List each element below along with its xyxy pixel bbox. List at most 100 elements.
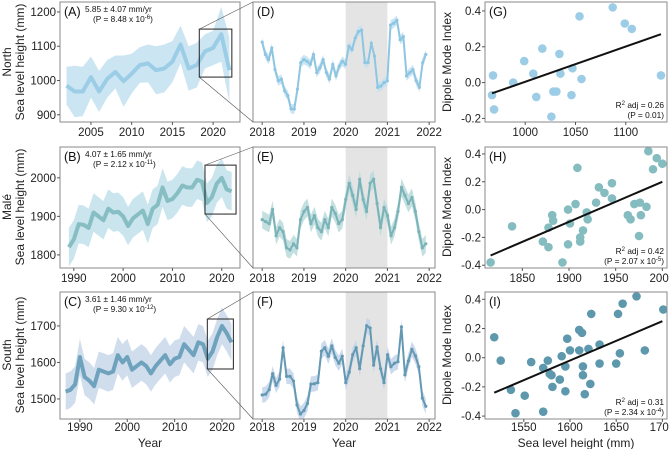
scatter-point xyxy=(620,19,630,28)
scatter-point xyxy=(552,87,561,96)
data-point xyxy=(288,248,292,252)
x-tick-label: 2019 xyxy=(291,273,317,285)
y-tick-label: 1700 xyxy=(30,321,56,333)
site-label-male: Malé xyxy=(0,194,14,220)
scatter-point xyxy=(608,3,618,12)
data-point xyxy=(323,346,327,350)
y-tick-label: -0.4 xyxy=(461,260,481,272)
data-point xyxy=(375,345,379,349)
data-point xyxy=(319,349,323,353)
series-line xyxy=(261,19,427,110)
data-point xyxy=(392,226,397,230)
y-tick-label: 1500 xyxy=(30,394,56,406)
panel-f: 2018 2019 2020 2021 2022 (F) xyxy=(249,291,442,434)
ylabel-male: Sea level height (mm) xyxy=(13,149,27,266)
data-point xyxy=(291,379,296,383)
scatter-point xyxy=(563,205,573,214)
data-point xyxy=(333,211,337,216)
data-point xyxy=(408,71,412,75)
data-point xyxy=(318,66,322,70)
plot-frame xyxy=(252,291,436,420)
panel-g: 1000 1050 1100 -0.2 0.0 0.2 0.4 (G) R2 adj = 0.2… xyxy=(461,1,668,139)
scatter-point xyxy=(577,74,586,84)
data-point xyxy=(274,383,278,387)
data-point xyxy=(354,207,358,212)
scatter-point xyxy=(652,153,662,163)
p-value-annotation: (P = 2.07 x 10-5) xyxy=(604,256,664,266)
data-point xyxy=(389,365,393,369)
x-tick-label: 2000 xyxy=(650,273,669,285)
p-value-text: (P = 8.48 x 10 xyxy=(93,14,145,24)
scatter-point xyxy=(642,202,651,212)
site-label-north: North xyxy=(0,47,14,76)
data-point xyxy=(356,29,361,34)
data-point xyxy=(410,195,414,200)
data-point xyxy=(420,246,424,250)
data-point xyxy=(365,324,369,328)
scatter-point xyxy=(555,49,564,59)
x-tick-label: 2000 xyxy=(110,273,136,285)
xlabel-col2: Year xyxy=(332,436,356,449)
data-point xyxy=(385,79,389,83)
scatter-point xyxy=(595,359,604,368)
x-tick-label: 2000 xyxy=(114,422,140,434)
p-value-exponent: -12 xyxy=(145,305,154,311)
scatter-point xyxy=(627,24,637,34)
x-tick-label: 1990 xyxy=(61,273,87,285)
data-point xyxy=(378,226,383,230)
data-point xyxy=(406,359,411,363)
data-point xyxy=(361,197,365,202)
scatter-point xyxy=(562,334,572,344)
plot-frame xyxy=(484,146,668,269)
data-point xyxy=(302,58,306,62)
panel-a: 2005 2010 2015 2020 900 1000 1100 1200 (A) 5.85 ±… xyxy=(30,1,241,139)
data-point xyxy=(385,353,390,357)
dmi-ylabel-g: Dipole Mode Index xyxy=(440,12,454,112)
data-point xyxy=(274,234,278,238)
plot-frame xyxy=(59,146,241,269)
x-tick-label: 2019 xyxy=(291,127,317,139)
site-label-south: South xyxy=(0,339,14,370)
y-tick-label: 1800 xyxy=(30,250,56,262)
data-point xyxy=(264,220,268,224)
x-tick-label: 1600 xyxy=(557,422,583,434)
scatter-point xyxy=(543,356,553,365)
data-point xyxy=(406,201,411,206)
data-point xyxy=(396,360,400,364)
scatter-point xyxy=(591,198,601,207)
y-tick-label: 0.2 xyxy=(465,42,481,54)
data-point xyxy=(375,201,379,206)
zoom-connector xyxy=(204,213,254,269)
data-point xyxy=(260,218,264,222)
data-point xyxy=(382,381,386,385)
x-tick-label: 1650 xyxy=(603,422,629,434)
panel-i: 1550 1600 1650 1700 -0.4 -0.2 0.0 0.2 0.4 (I) R2 a… xyxy=(461,291,669,434)
data-point xyxy=(312,213,317,218)
panel-d: 2018 2019 2020 2021 2022 (D) xyxy=(249,1,442,139)
data-point xyxy=(385,213,390,218)
scatter-point xyxy=(615,349,625,358)
data-point xyxy=(371,177,376,181)
x-tick-label: 1050 xyxy=(563,127,589,139)
uncertainty-band xyxy=(262,15,426,114)
scatter-point xyxy=(538,237,548,246)
dmi-ylabel-i: Dipole Mode Index xyxy=(440,305,454,405)
scatter-point xyxy=(635,198,645,207)
data-point xyxy=(340,218,344,222)
data-point xyxy=(414,79,418,83)
data-point xyxy=(267,58,271,62)
xlabel-col1: Year xyxy=(138,436,162,449)
data-point xyxy=(351,193,355,197)
data-point xyxy=(323,218,327,222)
uncertainty-band xyxy=(65,307,232,410)
x-tick-label: 2022 xyxy=(416,273,442,285)
scatter-point xyxy=(640,346,650,355)
data-point xyxy=(321,58,325,62)
scatter-point xyxy=(547,370,556,380)
data-point xyxy=(365,209,369,214)
scatter-point xyxy=(561,386,570,396)
data-point xyxy=(302,209,306,214)
series-line xyxy=(64,323,234,394)
panel-c: 1990 2000 2010 2020 1500 1600 1700 (C) 3.61 ± 1.… xyxy=(30,291,241,434)
data-point xyxy=(305,205,310,210)
